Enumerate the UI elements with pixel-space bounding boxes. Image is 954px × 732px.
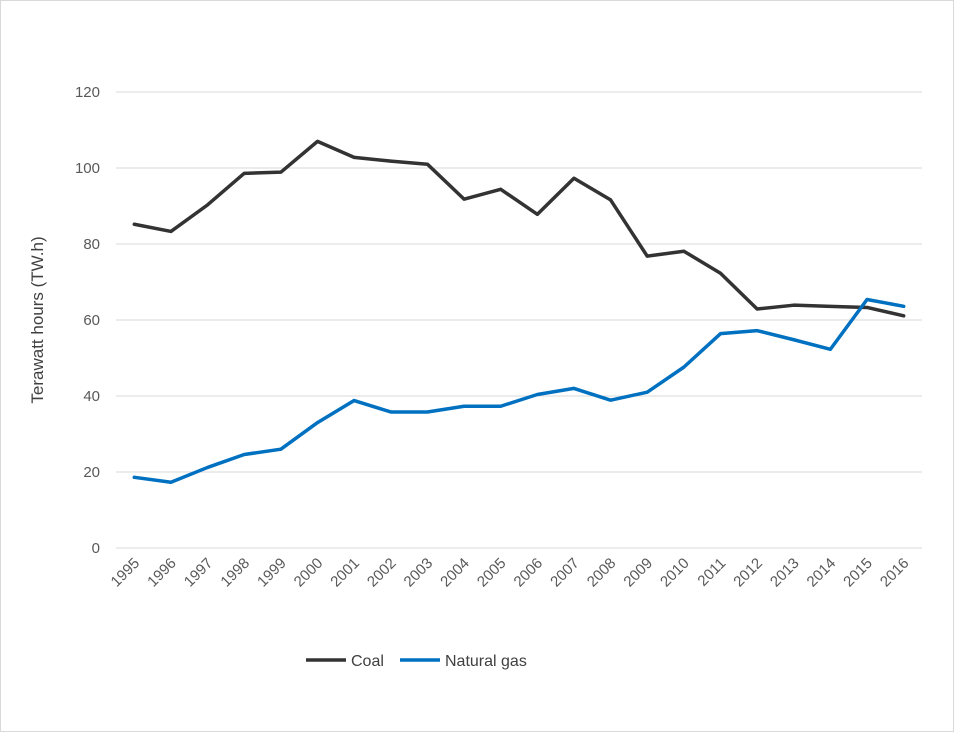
y-tick-label: 40 [83, 388, 100, 405]
data-point-natural-gas [169, 480, 173, 484]
data-point-coal [865, 305, 869, 309]
data-point-natural-gas [242, 453, 246, 457]
data-point-natural-gas [682, 365, 686, 369]
legend-label: Natural gas [445, 653, 527, 670]
data-point-natural-gas [902, 304, 906, 308]
data-point-natural-gas [425, 410, 429, 414]
x-tick-label: 2014 [804, 555, 840, 591]
data-point-coal [462, 197, 466, 201]
data-point-coal [828, 304, 832, 308]
data-point-coal [389, 159, 393, 163]
data-point-natural-gas [828, 347, 832, 351]
x-tick-label: 1995 [108, 555, 144, 591]
data-point-natural-gas [792, 338, 796, 342]
x-tick-label: 2004 [437, 555, 473, 591]
data-point-coal [279, 170, 283, 174]
x-tick-label: 1998 [217, 555, 253, 591]
data-point-natural-gas [645, 390, 649, 394]
y-tick-label: 120 [75, 84, 100, 101]
data-point-coal [719, 271, 722, 275]
data-point-coal [499, 187, 503, 191]
y-tick-label: 100 [75, 160, 100, 177]
x-tick-label: 1999 [254, 555, 290, 591]
data-point-natural-gas [206, 465, 210, 469]
data-point-coal [242, 171, 246, 175]
data-point-natural-gas [462, 404, 466, 408]
y-tick-label: 20 [83, 464, 100, 481]
data-point-natural-gas [572, 386, 576, 390]
x-tick-label: 2009 [620, 555, 656, 591]
x-tick-label: 2000 [291, 555, 327, 591]
data-point-coal [645, 254, 649, 258]
data-point-coal [572, 176, 576, 180]
data-point-natural-gas [316, 421, 319, 425]
data-point-coal [132, 222, 136, 226]
data-point-natural-gas [279, 447, 283, 451]
data-point-natural-gas [865, 297, 869, 301]
data-point-coal [902, 314, 906, 318]
x-axis-ticks: 1995 1996 1997 1998 1999 2000 2001 2002 2003 2004… [108, 555, 913, 591]
x-tick-label: 2003 [401, 555, 437, 591]
data-point-natural-gas [352, 399, 356, 403]
x-tick-label: 1997 [181, 555, 217, 591]
y-tick-label: 80 [83, 236, 100, 253]
data-point-natural-gas [132, 475, 136, 479]
data-point-natural-gas [755, 329, 759, 333]
data-point-coal [535, 212, 539, 216]
x-tick-label: 2013 [767, 555, 803, 591]
gridlines [116, 91, 922, 473]
data-point-natural-gas [389, 410, 393, 414]
data-point-coal [682, 249, 686, 253]
x-tick-label: 2012 [730, 555, 766, 591]
x-tick-label: 2001 [327, 555, 363, 591]
data-point-coal [425, 162, 429, 166]
series-group [132, 139, 906, 485]
data-point-coal [169, 229, 173, 233]
y-tick-label: 60 [83, 312, 100, 329]
x-tick-label: 1996 [144, 555, 180, 591]
x-tick-label: 2015 [840, 555, 876, 591]
x-tick-label: 2002 [364, 555, 400, 591]
data-point-natural-gas [499, 404, 503, 408]
data-point-natural-gas [719, 332, 722, 336]
x-tick-label: 2005 [474, 555, 510, 591]
y-axis-ticks: 0 20 40 60 80 100 120 [75, 84, 100, 557]
x-tick-label: 2006 [511, 555, 547, 591]
series-line-coal [132, 139, 906, 318]
x-tick-label: 2016 [877, 555, 913, 591]
data-point-coal [609, 198, 613, 202]
data-point-natural-gas [609, 398, 613, 402]
x-tick-label: 2011 [694, 555, 729, 590]
legend: Coal Natural gas [306, 653, 527, 670]
data-point-coal [352, 155, 356, 159]
legend-label: Coal [351, 653, 384, 670]
series-line-natural-gas [132, 297, 906, 485]
data-point-natural-gas [535, 392, 539, 396]
x-tick-label: 2010 [657, 555, 693, 591]
data-point-coal [316, 139, 319, 143]
data-point-coal [206, 203, 210, 207]
x-tick-label: 2008 [584, 555, 620, 591]
y-tick-label: 0 [92, 540, 100, 557]
x-tick-label: 2007 [547, 555, 583, 591]
data-point-coal [792, 303, 796, 307]
y-axis-label: Terawatt hours (TW.h) [28, 236, 47, 403]
data-point-coal [755, 307, 759, 311]
